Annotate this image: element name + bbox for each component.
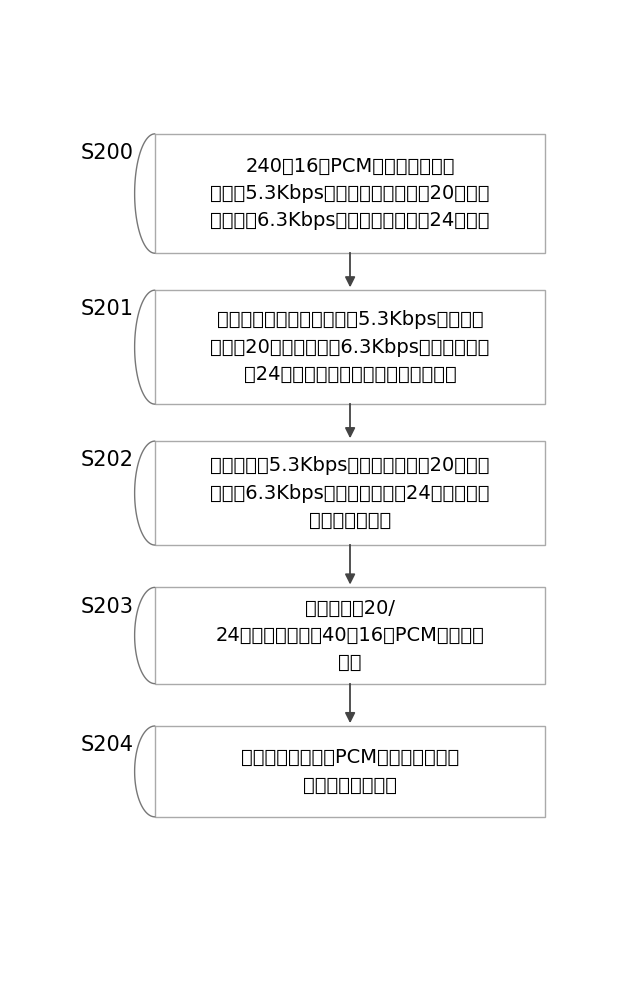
Text: S204: S204 — [80, 735, 133, 755]
Text: 接收包括以5.3Kbps速率编码时输出20个字节
，当以6.3Kbps速率编码时输出24个字节编码
数据的封包数据: 接收包括以5.3Kbps速率编码时输出20个字节 ，当以6.3Kbps速率编码时… — [210, 456, 490, 530]
Bar — [155, 290, 545, 404]
Text: 将接收到的20/
24字节数据解码成40个16位PCM数字语音
数据: 将接收到的20/ 24字节数据解码成40个16位PCM数字语音 数据 — [216, 599, 485, 672]
Bar — [155, 134, 545, 253]
Text: 根据数据传输要求将需要以5.3Kbps速率编码
时输出20个字节，当以6.3Kbps速率编码时输
出24个字节发送的数据进行封包供发送: 根据数据传输要求将需要以5.3Kbps速率编码 时输出20个字节，当以6.3Kb… — [210, 310, 490, 384]
Text: S202: S202 — [80, 450, 133, 470]
Text: 将编码数据解码为PCM格式的数字语音
供语音芯片播放。: 将编码数据解码为PCM格式的数字语音 供语音芯片播放。 — [241, 748, 459, 795]
Bar — [155, 441, 545, 545]
Text: S203: S203 — [80, 597, 133, 617]
Text: S201: S201 — [80, 299, 133, 319]
Bar — [155, 587, 545, 684]
Bar — [155, 726, 545, 817]
Text: 240个16位PCM数字语音数据，
如果以5.3Kbps速率编码时，则输出20个字节
，如果以6.3Kbps速率编码时则输出24个字节: 240个16位PCM数字语音数据， 如果以5.3Kbps速率编码时，则输出20个… — [210, 157, 490, 230]
Text: S200: S200 — [80, 143, 133, 163]
